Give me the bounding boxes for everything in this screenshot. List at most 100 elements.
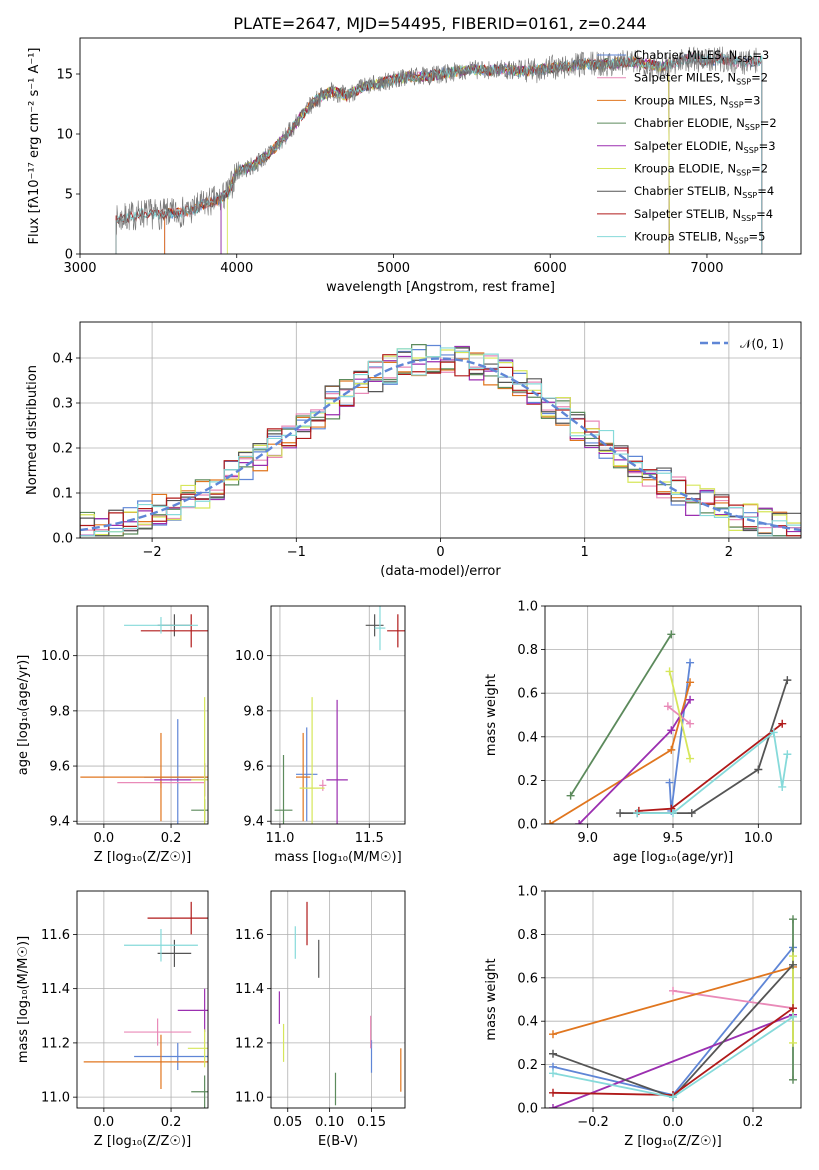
tick-label-x: 6000 xyxy=(534,261,567,276)
weight-marker xyxy=(549,1049,557,1058)
weight-marker xyxy=(549,1030,557,1039)
model-spectrum xyxy=(220,57,670,254)
weight-series xyxy=(578,699,691,824)
weight-marker xyxy=(789,1012,797,1021)
legend-entry: Chabrier MILES, NSSP=3 xyxy=(634,48,769,64)
tick-label-y: 0.6 xyxy=(517,971,538,986)
errorbar-point xyxy=(147,901,208,935)
axes-frame xyxy=(79,37,802,255)
weight-marker xyxy=(783,676,792,685)
weight-marker xyxy=(686,695,695,704)
tick-label-y: 9.6 xyxy=(243,760,264,775)
legend: Chabrier MILES, NSSP=3 Salpeter MILES, NS… xyxy=(597,48,777,246)
weight-marker xyxy=(665,778,674,787)
observed-spectrum xyxy=(115,46,758,254)
errorbar-point xyxy=(296,727,318,822)
axes-frame xyxy=(76,890,209,1109)
x-axis-label: Z [log₁₀(Z/Z☉)] xyxy=(94,850,191,865)
x-axis-label: Z [log₁₀(Z/Z☉)] xyxy=(94,1134,191,1149)
tick-label-y: 0.4 xyxy=(517,1015,538,1030)
y-axis-label: age [log₁₀(age/yr)] xyxy=(16,655,31,776)
weight-marker xyxy=(667,804,676,813)
tick-label-x: 1 xyxy=(581,545,589,560)
y-axis-label: mass weight xyxy=(484,674,499,756)
errorbar-point xyxy=(374,606,386,651)
tick-label-y: 0.8 xyxy=(517,928,538,943)
tick-label-x: 0 xyxy=(436,545,444,560)
tick-label-x: 0.0 xyxy=(663,1115,684,1130)
weight-marker xyxy=(669,809,677,818)
legend-entry: Salpeter ELODIE, NSSP=3 xyxy=(634,139,776,155)
plot-area xyxy=(115,46,763,254)
tick-label-x: 0.2 xyxy=(161,831,182,846)
tick-label-x: 5000 xyxy=(377,261,410,276)
tick-label-y: 11.6 xyxy=(41,928,70,943)
weight-marker xyxy=(663,702,672,711)
plot-area xyxy=(77,891,208,1108)
errorbar-point xyxy=(124,928,198,962)
model-spectrum xyxy=(164,55,670,254)
tick-label-x: 0.2 xyxy=(743,1115,764,1130)
legend-entry: Kroupa STELIB, NSSP=5 xyxy=(634,230,765,246)
weight-series xyxy=(569,633,673,797)
legend-entry: Kroupa ELODIE, NSSP=2 xyxy=(634,162,768,178)
tick-label-y: 0.0 xyxy=(517,1102,538,1117)
errorbar-point xyxy=(365,614,384,637)
tick-label-x: 9.5 xyxy=(663,831,684,846)
errorbar-point xyxy=(299,697,325,824)
weight-marker xyxy=(789,952,797,961)
legend-entry: Salpeter STELIB, NSSP=4 xyxy=(634,207,773,223)
errorbar-point xyxy=(157,939,192,967)
plot-area xyxy=(80,322,801,538)
errorbar-point xyxy=(326,699,348,824)
errorbar-point xyxy=(177,988,208,1033)
weight-marker xyxy=(575,820,584,824)
y-axis-label: mass [log₁₀(M/M☉)] xyxy=(16,936,31,1063)
weight-marker xyxy=(686,678,695,687)
tick-label-y: 9.6 xyxy=(49,760,70,775)
tick-label-x: 7000 xyxy=(690,261,723,276)
tick-label-x: 4000 xyxy=(220,261,253,276)
weight-marker xyxy=(616,809,625,818)
x-axis-label: wavelength [Angstrom, rest frame] xyxy=(326,280,555,295)
tick-label-x: 0.0 xyxy=(94,831,115,846)
errorbar-point xyxy=(187,1029,208,1068)
plot-area xyxy=(545,891,801,1108)
axes-frame xyxy=(544,890,802,1109)
axes-frame xyxy=(544,605,802,825)
errorbar-point xyxy=(124,1018,192,1046)
weight-marker xyxy=(546,820,555,824)
weight-series xyxy=(620,679,789,814)
weight-marker xyxy=(769,728,778,737)
residual-histogram xyxy=(80,347,801,538)
plot-area xyxy=(271,891,405,1108)
tick-label-y: 11.2 xyxy=(235,1036,264,1051)
errorbar-point xyxy=(296,732,311,822)
tick-label-x: 0.05 xyxy=(273,1115,302,1130)
tick-label-y: 10.0 xyxy=(235,649,264,664)
tick-label-y: 1.0 xyxy=(517,885,538,900)
weight-marker xyxy=(549,1088,557,1097)
y-axis-label: Normed distribution xyxy=(25,365,40,495)
tick-label-y: 0.0 xyxy=(517,818,538,833)
errorbar-point xyxy=(319,779,327,791)
tick-label-y: 9.4 xyxy=(243,815,264,830)
tick-label-x: 2 xyxy=(725,545,733,560)
tick-label-x: 9.0 xyxy=(577,831,598,846)
errorbar-point xyxy=(140,614,208,648)
weight-series xyxy=(549,682,691,824)
tick-label-x: −2 xyxy=(143,545,162,560)
tick-label-y: 5 xyxy=(65,188,73,203)
tick-label-y: 11.4 xyxy=(41,982,70,997)
plot-area xyxy=(271,606,405,824)
weight-marker xyxy=(686,658,695,667)
panel-mass_weight_vs_Z: −0.2 0.0 0.2 0.0 0.2 0.4 0.6 0.8 1.0 Z [log₁₀(Z/Z… xyxy=(484,885,802,1149)
panel-age_vs_mass: 11.0 11.5 9.4 9.6 9.8 10.0 mass [log₁₀(M/M☉)] xyxy=(235,605,406,865)
weight-marker xyxy=(789,1004,797,1013)
tick-label-x: −0.2 xyxy=(577,1115,609,1130)
x-axis-label: E(B-V) xyxy=(318,1134,358,1149)
weight-marker xyxy=(667,745,676,754)
errorbar-point xyxy=(83,1034,208,1090)
weight-marker xyxy=(669,1093,677,1102)
tick-label-y: 0.4 xyxy=(517,730,538,745)
